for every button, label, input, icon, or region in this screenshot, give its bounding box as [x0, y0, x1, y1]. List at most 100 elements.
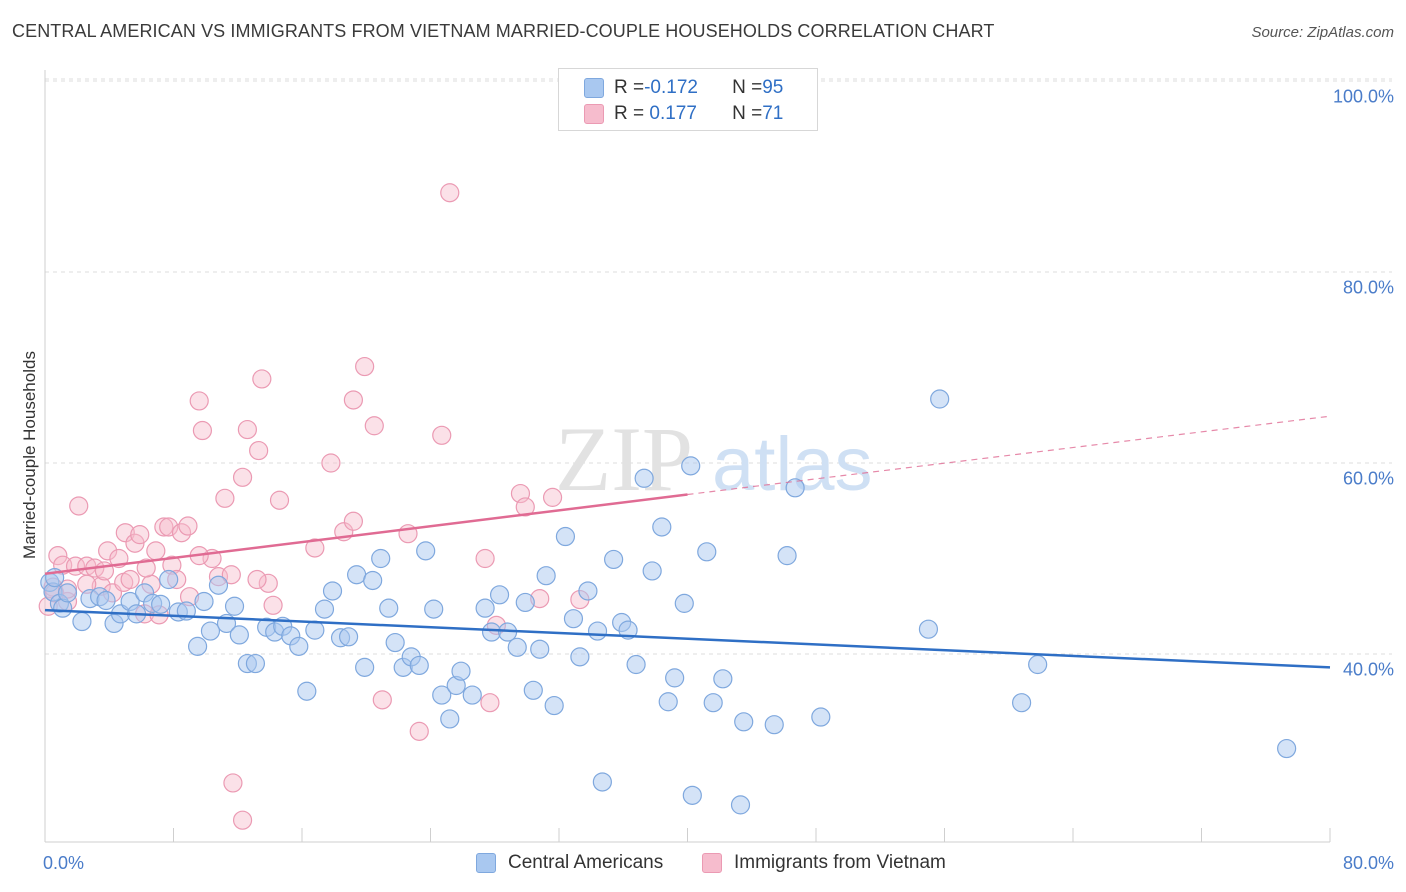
data-point-central-american: [379, 598, 399, 618]
data-point-vietnam: [409, 721, 429, 741]
data-point-central-american: [652, 517, 672, 537]
stats-row-vietnam: R = 0.177 N = 71: [584, 102, 783, 126]
data-point-central-american: [229, 625, 249, 645]
data-point-vietnam: [232, 467, 253, 487]
trend-lines: [44, 415, 1331, 669]
chart-legend: Central Americans Immigrants from Vietna…: [0, 852, 1406, 876]
gridlines: [45, 78, 1392, 655]
data-point-central-american: [626, 654, 646, 675]
data-point-central-american: [634, 468, 654, 488]
data-point-central-american: [416, 541, 436, 561]
data-point-central-american: [489, 585, 510, 605]
data-point-vietnam: [372, 690, 392, 710]
data-point-central-american: [604, 549, 624, 570]
data-point-central-american: [355, 657, 375, 677]
data-point-central-american: [409, 655, 429, 676]
data-point-central-american: [245, 653, 266, 674]
data-point-central-american: [555, 526, 576, 547]
data-point-vietnam: [136, 558, 156, 578]
data-point-central-american: [658, 692, 678, 712]
x-tick-label: 80.0%: [1342, 853, 1394, 873]
data-point-vietnam: [237, 419, 257, 440]
data-point-central-american: [570, 647, 590, 667]
blue-swatch-icon: [476, 853, 496, 873]
data-point-central-american: [57, 583, 78, 603]
r-label: R =: [614, 103, 645, 124]
data-point-central-american: [697, 542, 717, 562]
chart-title: CENTRAL AMERICAN VS IMMIGRANTS FROM VIET…: [12, 21, 995, 41]
data-point-central-american: [289, 636, 309, 656]
legend-label: Central Americans: [508, 852, 664, 873]
data-point-central-american: [764, 715, 784, 735]
data-point-central-american: [305, 620, 325, 640]
data-point-vietnam: [475, 548, 495, 569]
legend-item-vietnam[interactable]: Immigrants from Vietnam: [702, 852, 946, 874]
n-value: 95: [762, 77, 784, 98]
data-point-central-american: [578, 581, 598, 601]
data-point-central-american: [200, 621, 221, 641]
data-point-central-american: [523, 680, 543, 700]
legend-label: Immigrants from Vietnam: [734, 852, 946, 873]
data-point-vietnam: [515, 497, 535, 517]
data-point-central-american: [536, 566, 556, 586]
y-tick-label: 100.0%: [1332, 86, 1394, 107]
data-point-vietnam: [192, 420, 213, 441]
data-point-vietnam: [343, 511, 363, 531]
n-label: N =: [732, 103, 763, 124]
data-point-central-american: [1277, 738, 1297, 759]
data-point-vietnam: [343, 390, 363, 410]
y-tick-label: 60.0%: [1342, 468, 1394, 489]
data-point-central-american: [297, 681, 317, 701]
data-point-vietnam: [120, 569, 140, 590]
data-point-central-american: [322, 581, 343, 601]
data-point-central-american: [785, 478, 805, 498]
data-point-central-american: [347, 565, 367, 585]
data-point-central-american: [918, 619, 939, 639]
series-central-american-points: [40, 389, 1297, 815]
watermark-zip: ZIP: [555, 408, 693, 510]
data-point-vietnam: [69, 496, 89, 516]
data-point-central-american: [462, 685, 482, 705]
data-point-vietnam: [355, 356, 375, 377]
data-point-central-american: [563, 609, 584, 629]
axes: [44, 70, 1331, 843]
data-point-vietnam: [115, 523, 135, 543]
data-point-central-american: [314, 599, 335, 619]
data-point-central-american: [224, 596, 245, 616]
data-point-vietnam: [252, 369, 272, 389]
data-point-central-american: [424, 599, 444, 619]
data-point-central-american: [682, 785, 702, 805]
n-value: 71: [762, 103, 784, 124]
correlation-stats-box: R = -0.172 N = 95 R = 0.177 N = 71: [558, 68, 818, 131]
data-point-central-american: [451, 661, 471, 681]
data-point-central-american: [159, 569, 179, 590]
data-point-central-american: [777, 546, 797, 566]
data-point-vietnam: [480, 693, 500, 713]
data-point-central-american: [481, 622, 502, 642]
data-point-vietnam: [98, 541, 118, 561]
data-point-central-american: [587, 621, 608, 641]
n-label: N =: [732, 77, 763, 98]
data-point-central-american: [187, 636, 208, 656]
series-vietnam-points: [38, 183, 590, 830]
data-point-central-american: [194, 591, 214, 612]
pink-swatch-icon: [584, 104, 604, 124]
data-point-central-american: [544, 695, 564, 716]
data-point-central-american: [674, 593, 694, 613]
data-point-central-american: [592, 772, 612, 792]
data-point-central-american: [665, 668, 685, 688]
data-point-vietnam: [232, 810, 253, 830]
data-point-vietnam: [269, 490, 290, 510]
blue-swatch-icon: [584, 78, 604, 98]
legend-item-central-americans[interactable]: Central Americans: [476, 852, 663, 874]
stats-row-central-americans: R = -0.172 N = 95: [584, 76, 783, 100]
zipatlas-watermark: ZIP atlas: [555, 408, 873, 510]
data-point-central-american: [371, 548, 391, 569]
r-value: -0.172: [644, 77, 698, 98]
y-tick-label: 40.0%: [1342, 659, 1394, 680]
data-point-vietnam: [440, 183, 460, 203]
data-point-vietnam: [130, 525, 150, 545]
data-point-vietnam: [321, 453, 341, 473]
data-point-central-american: [507, 637, 527, 657]
data-point-central-american: [475, 598, 495, 618]
